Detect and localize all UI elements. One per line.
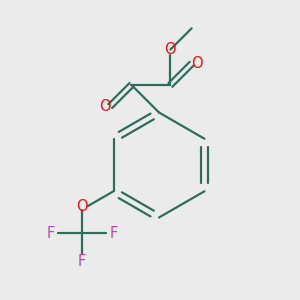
Text: F: F [78, 254, 86, 269]
Text: O: O [99, 99, 111, 114]
Text: F: F [110, 226, 118, 241]
Text: F: F [46, 226, 55, 241]
Text: O: O [191, 56, 203, 71]
Text: O: O [76, 199, 88, 214]
Text: O: O [165, 42, 176, 57]
